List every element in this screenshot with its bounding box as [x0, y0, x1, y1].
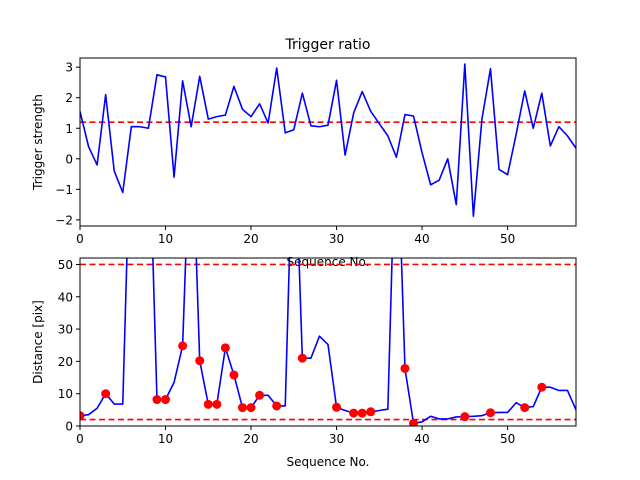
distance-ytick-label-20: 20 [58, 355, 73, 369]
distance-marker-23 [520, 403, 530, 413]
trigger-plot-area [80, 63, 576, 218]
trigger-chart-title: Trigger ratio [284, 37, 370, 53]
trigger-y-axis-label: Trigger strength [31, 94, 45, 191]
distance-ytick-label-0: 0 [65, 420, 73, 434]
trigger-xtick-label-50: 50 [500, 232, 515, 246]
distance-xtick-label-20: 20 [243, 432, 258, 446]
distance-marker-17 [357, 408, 367, 418]
distance-axes-frame [79, 257, 577, 427]
distance-x-axis-label: Sequence No. [287, 455, 370, 469]
distance-ytick-label-40: 40 [58, 290, 73, 304]
distance-marker-18 [366, 407, 376, 417]
trigger-xtick-label-20: 20 [243, 232, 258, 246]
trigger-ytick-label--1: −1 [55, 183, 73, 197]
distance-marker-8 [220, 343, 230, 353]
distance-xtick-label-10: 10 [158, 432, 173, 446]
distance-marker-6 [203, 399, 213, 409]
distance-ytick-label-50: 50 [58, 258, 73, 272]
trigger-series-line [80, 63, 576, 218]
distance-marker-13 [272, 401, 282, 411]
distance-ytick-label-30: 30 [58, 323, 73, 337]
trigger-axes-frame [79, 57, 577, 227]
distance-plot-area [80, 258, 576, 426]
distance-xtick-label-40: 40 [414, 432, 429, 446]
trigger-ytick-label-2: 2 [65, 91, 73, 105]
distance-marker-5 [195, 356, 205, 366]
distance-marker-4 [178, 341, 188, 351]
distance-marker-7 [212, 399, 222, 409]
distance-marker-16 [349, 408, 359, 418]
distance-marker-11 [246, 403, 256, 413]
trigger-xtick-label-0: 0 [76, 232, 84, 246]
distance-marker-14 [297, 353, 307, 363]
distance-marker-22 [485, 408, 495, 418]
distance-xtick-label-0: 0 [76, 432, 84, 446]
distance-marker-15 [332, 402, 342, 412]
distance-marker-1 [101, 389, 111, 399]
distance-y-axis-label: Distance [pix] [31, 300, 45, 384]
distance-xtick-label-30: 30 [329, 432, 344, 446]
distance-marker-19 [400, 363, 410, 373]
distance-marker-20 [409, 418, 419, 426]
distance-panel: 0 10 20 30 40 50 0 10 20 30 40 50 Sequence No. Distan… [31, 257, 577, 469]
distance-marker-24 [537, 382, 547, 392]
trigger-ytick-label-3: 3 [65, 61, 73, 75]
distance-marker-2 [152, 395, 162, 405]
trigger-ytick-label--2: −2 [55, 213, 73, 227]
distance-marker-9 [229, 370, 239, 380]
distance-ytick-label-10: 10 [58, 387, 73, 401]
distance-marker-10 [237, 403, 247, 413]
trigger-xtick-label-30: 30 [329, 232, 344, 246]
distance-marker-0 [80, 411, 85, 421]
distance-marker-12 [255, 390, 265, 400]
trigger-ytick-label-0: 0 [65, 152, 73, 166]
trigger-xtick-label-40: 40 [414, 232, 429, 246]
trigger-ytick-label-1: 1 [65, 122, 73, 136]
distance-marker-21 [460, 412, 470, 422]
trigger-xtick-label-10: 10 [158, 232, 173, 246]
distance-xtick-label-50: 50 [500, 432, 515, 446]
distance-marker-3 [161, 395, 171, 405]
